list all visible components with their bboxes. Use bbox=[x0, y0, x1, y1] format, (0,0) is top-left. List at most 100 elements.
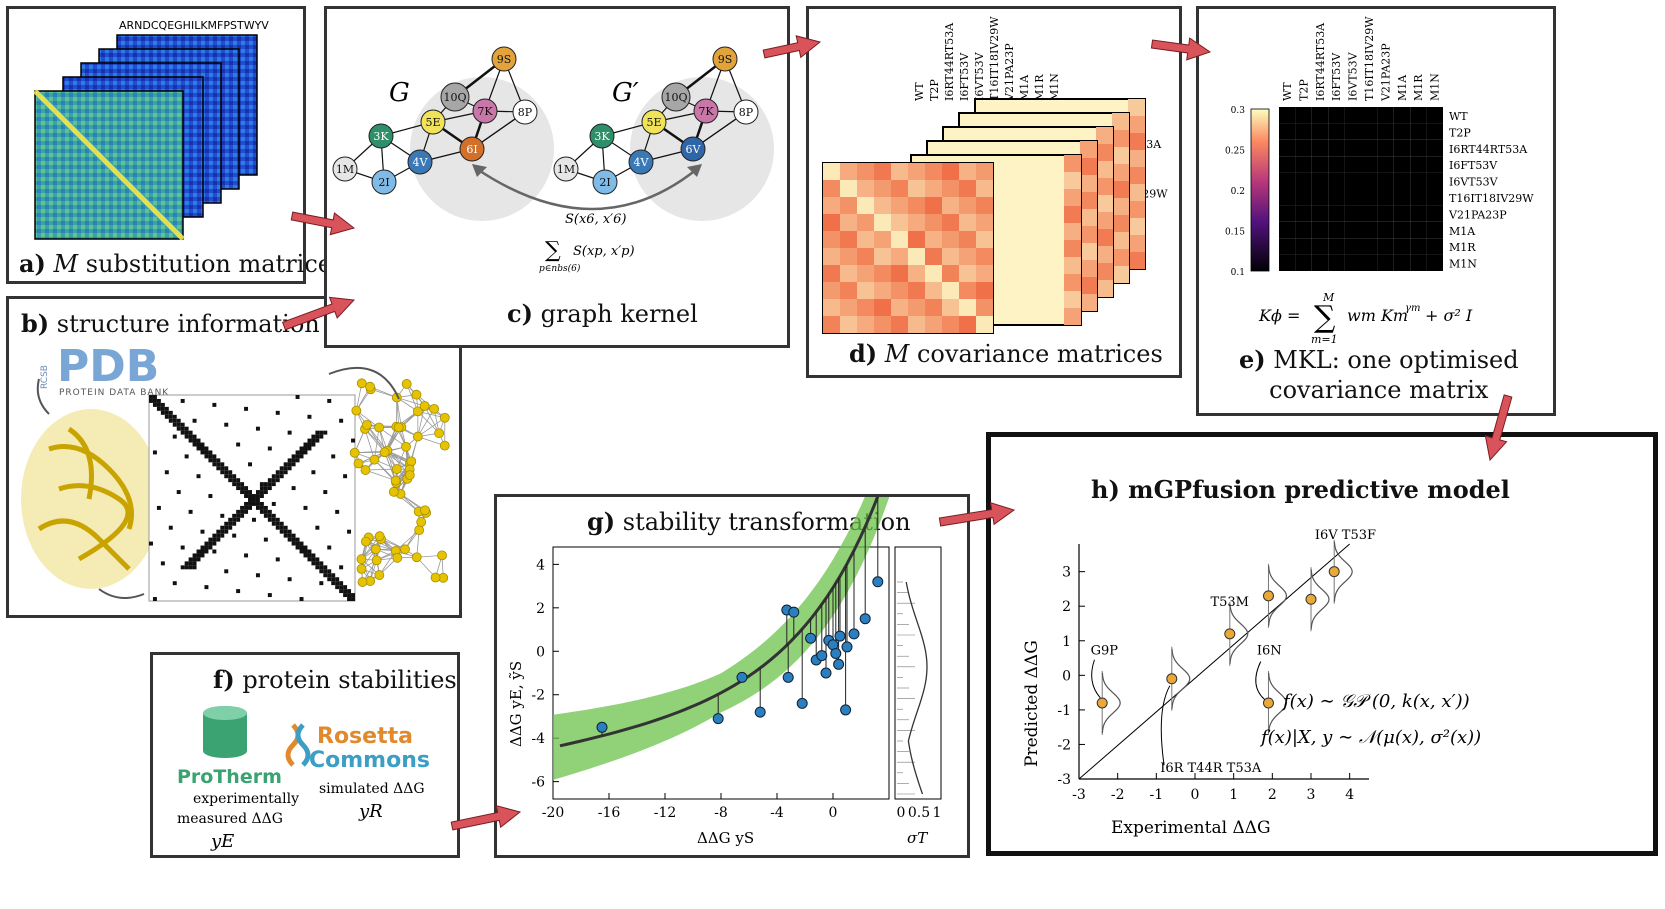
contact-cell bbox=[184, 454, 189, 459]
mkl-cell bbox=[1311, 172, 1329, 189]
contact-cell bbox=[240, 486, 245, 491]
contact-cell bbox=[196, 442, 201, 447]
cov-cell bbox=[976, 197, 993, 214]
contact-cell bbox=[220, 466, 225, 471]
mkl-cell bbox=[1393, 107, 1411, 124]
contact-cell bbox=[224, 521, 229, 526]
contact-cell bbox=[315, 525, 320, 530]
mkl-cell bbox=[1393, 205, 1411, 222]
cov-cell bbox=[840, 163, 857, 180]
contact-cell bbox=[287, 529, 292, 534]
kernel-arc-head-right bbox=[687, 164, 702, 177]
network-edge bbox=[417, 411, 440, 434]
cov-cell bbox=[891, 316, 908, 333]
cov-cell bbox=[959, 214, 976, 231]
cov-cell bbox=[874, 197, 891, 214]
contact-cell bbox=[275, 474, 280, 479]
contact-cell bbox=[160, 410, 165, 415]
graph-node-8p bbox=[733, 99, 759, 125]
contact-cell bbox=[220, 462, 225, 467]
contact-cell bbox=[271, 513, 276, 518]
rosetta-line2: Commons bbox=[309, 748, 430, 773]
contact-cell bbox=[192, 442, 197, 447]
contact-cell bbox=[287, 537, 292, 542]
contact-cell bbox=[200, 529, 205, 534]
cov-cell bbox=[891, 282, 908, 299]
cov-cell bbox=[874, 282, 891, 299]
contact-cell bbox=[335, 577, 340, 582]
h-xtick-label: 3 bbox=[1307, 787, 1316, 803]
contact-cell bbox=[224, 569, 229, 574]
network-edge bbox=[395, 529, 420, 552]
contact-cell bbox=[267, 513, 272, 518]
g-ytick-label: 2 bbox=[536, 601, 545, 617]
cov-cell bbox=[1080, 243, 1097, 260]
cov-cell bbox=[908, 265, 925, 282]
h-formula-1: f(x) ∼ 𝒢𝒫 (0, k(x, x′)) bbox=[1281, 691, 1470, 712]
graph-node-6v bbox=[680, 136, 706, 162]
panel-b-caption: b) structure information bbox=[21, 309, 320, 338]
cov-cell bbox=[942, 214, 959, 231]
h-ytick-label: 1 bbox=[1062, 634, 1071, 650]
contact-cell bbox=[255, 490, 260, 495]
contact-cell bbox=[252, 501, 256, 506]
mkl-cell bbox=[1311, 221, 1329, 239]
mkl-cell bbox=[1361, 139, 1378, 157]
h-predictive-density bbox=[1310, 569, 1330, 630]
contact-cell bbox=[184, 434, 189, 439]
h-formula-2: f(x)|X, y ∼ 𝒩(μ(x), σ²(x)) bbox=[1259, 727, 1481, 748]
contact-cell bbox=[236, 482, 241, 487]
contact-cell bbox=[339, 585, 344, 590]
graph-node-label: 1M bbox=[336, 163, 354, 176]
panel-f-caption: f) protein stabilities bbox=[213, 665, 457, 694]
contact-cell bbox=[212, 549, 217, 554]
h-ytick-label: -3 bbox=[1057, 772, 1071, 788]
contact-cell bbox=[295, 395, 300, 399]
mkl-cell bbox=[1344, 156, 1361, 173]
cov-cell bbox=[1096, 178, 1113, 195]
mkl-cell bbox=[1426, 238, 1443, 255]
cov-col-label: I6RT44RT53A bbox=[943, 22, 956, 101]
contact-cell bbox=[291, 462, 296, 467]
g-data-point bbox=[596, 721, 608, 733]
contact-cell bbox=[200, 549, 205, 554]
mkl-cell bbox=[1328, 107, 1345, 124]
mkl-cell bbox=[1410, 123, 1427, 140]
cov-cell bbox=[1080, 277, 1097, 294]
contact-cell bbox=[343, 593, 348, 598]
contact-cell bbox=[204, 450, 209, 455]
mkl-cell bbox=[1279, 156, 1296, 173]
contact-cell bbox=[315, 438, 320, 443]
cov-cell bbox=[1112, 232, 1129, 249]
protherm-line1: experimentally bbox=[193, 791, 299, 807]
h-xtick-label: 1 bbox=[1229, 787, 1238, 803]
contact-cell bbox=[331, 577, 336, 582]
contact-cell bbox=[168, 414, 173, 419]
g-xtick-label: -20 bbox=[542, 805, 565, 821]
cov-cell bbox=[840, 231, 857, 248]
cov-cell bbox=[908, 316, 925, 333]
g-data-point bbox=[848, 628, 860, 640]
contact-cell bbox=[279, 521, 284, 526]
contact-cell bbox=[271, 517, 276, 522]
h-annotation: G9P bbox=[1091, 644, 1119, 659]
mkl-cell bbox=[1295, 139, 1312, 157]
cov-cell bbox=[1128, 133, 1145, 150]
cov-cell bbox=[1064, 223, 1081, 240]
contact-cell bbox=[299, 597, 304, 601]
mkl-formula: Kϕ = ∑ M m=1 wm Km γm + σ² I bbox=[1258, 291, 1473, 346]
mkl-cell bbox=[1361, 238, 1378, 255]
mkl-col-label: WT bbox=[1281, 82, 1294, 101]
mkl-cell bbox=[1344, 123, 1361, 140]
contact-cell bbox=[180, 565, 185, 570]
contact-cell bbox=[168, 418, 173, 423]
mkl-col-label: I6RT44RT53A bbox=[1314, 22, 1327, 101]
kernel-arc bbox=[476, 167, 698, 211]
contact-cell bbox=[291, 541, 296, 546]
graph-node-10q bbox=[440, 82, 470, 112]
contact-cell bbox=[275, 525, 280, 530]
contact-cell bbox=[164, 406, 169, 411]
contact-cell bbox=[212, 402, 217, 407]
contact-cell bbox=[240, 509, 245, 514]
